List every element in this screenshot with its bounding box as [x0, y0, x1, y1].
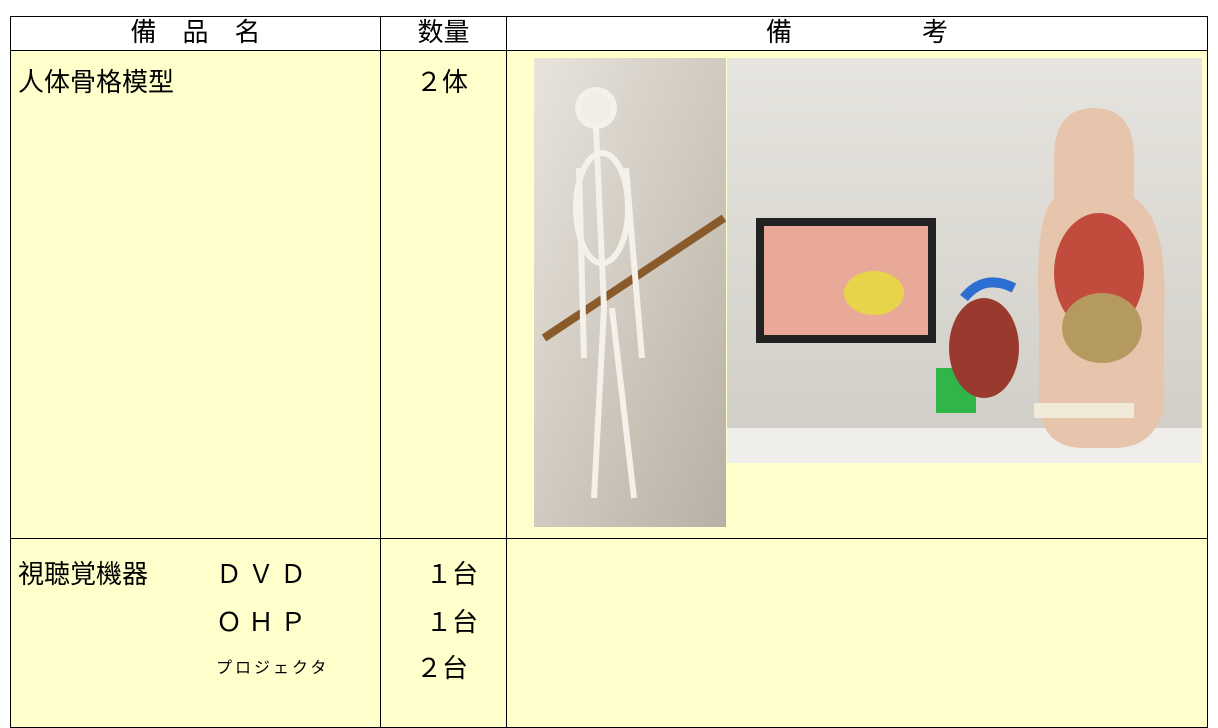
item-name: 人体骨格模型	[18, 68, 175, 98]
header-text: 備 考	[765, 18, 948, 48]
sub-item: ＯＨＰ	[216, 608, 313, 638]
header-cell	[10, 16, 381, 51]
item-quantity: ２体	[416, 68, 469, 98]
header-text: 数量	[417, 18, 470, 48]
item-quantity: １台	[426, 608, 479, 638]
sub-item: ＤＶＤ	[216, 560, 313, 590]
item-quantity: ２台	[416, 654, 469, 684]
sub-item: プロジェクタ	[216, 658, 330, 677]
table-cell	[380, 538, 507, 728]
table-cell	[10, 50, 381, 539]
table-cell	[506, 538, 1208, 728]
table-cell	[380, 50, 507, 539]
item-name: 視聴覚機器	[18, 560, 149, 590]
header-text: 備 品 名	[130, 18, 261, 48]
photos	[534, 58, 1202, 527]
header-cell	[380, 16, 507, 51]
item-quantity: １台	[426, 560, 479, 590]
